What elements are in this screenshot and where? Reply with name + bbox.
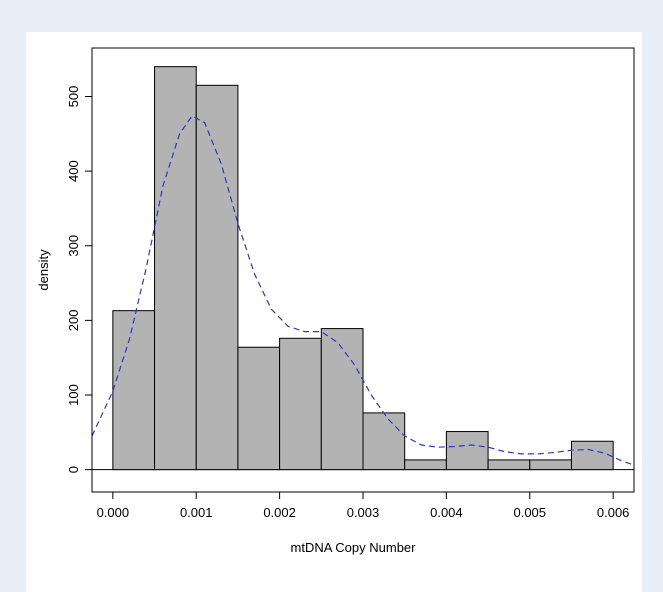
histogram-bar-7: [362, 412, 406, 471]
y-tick-label: 200: [66, 310, 81, 332]
y-tick-label: 500: [66, 86, 81, 108]
histogram-bar-9: [445, 431, 489, 471]
histogram-bars: [92, 66, 634, 471]
y-axis: 0 100 200 300 400 500: [66, 86, 93, 473]
density-curve: [91, 115, 635, 466]
y-tick-label: 100: [66, 384, 81, 406]
x-tick-label: 0.006: [597, 505, 630, 520]
histogram-bar-6: [320, 328, 364, 471]
x-tick-label: 0.005: [513, 505, 546, 520]
histogram-bar-8: [404, 459, 447, 471]
x-axis-label: mtDNA Copy Number: [291, 540, 417, 555]
histogram-bar-5: [279, 337, 322, 471]
y-tick-label: 300: [66, 235, 81, 257]
y-axis-label: density: [36, 249, 51, 291]
x-tick-label: 0.001: [180, 505, 213, 520]
x-tick-label: 0.000: [97, 505, 130, 520]
histogram-bar-4: [237, 346, 281, 471]
histogram-chart: 0.000 0.001 0.002 0.003 0.004 0.005 0.006 0 100…: [36, 47, 635, 555]
histogram-bar-3: [195, 84, 239, 471]
x-tick-label: 0.002: [263, 505, 296, 520]
histogram-bar-11: [529, 459, 572, 471]
y-tick-label: 400: [66, 160, 81, 182]
x-axis: 0.000 0.001 0.002 0.003 0.004 0.005 0.006: [97, 491, 630, 520]
histogram-bar-1: [112, 310, 156, 471]
figure-panel: 0.000 0.001 0.002 0.003 0.004 0.005 0.006 0 100…: [26, 32, 642, 592]
x-tick-label: 0.004: [430, 505, 463, 520]
histogram-bar-2: [154, 66, 197, 471]
density-curve-layer: [91, 115, 635, 466]
histogram-bar-10: [487, 459, 531, 471]
x-tick-label: 0.003: [347, 505, 380, 520]
histogram-bar-12: [570, 440, 614, 471]
y-tick-label: 0: [66, 466, 81, 473]
